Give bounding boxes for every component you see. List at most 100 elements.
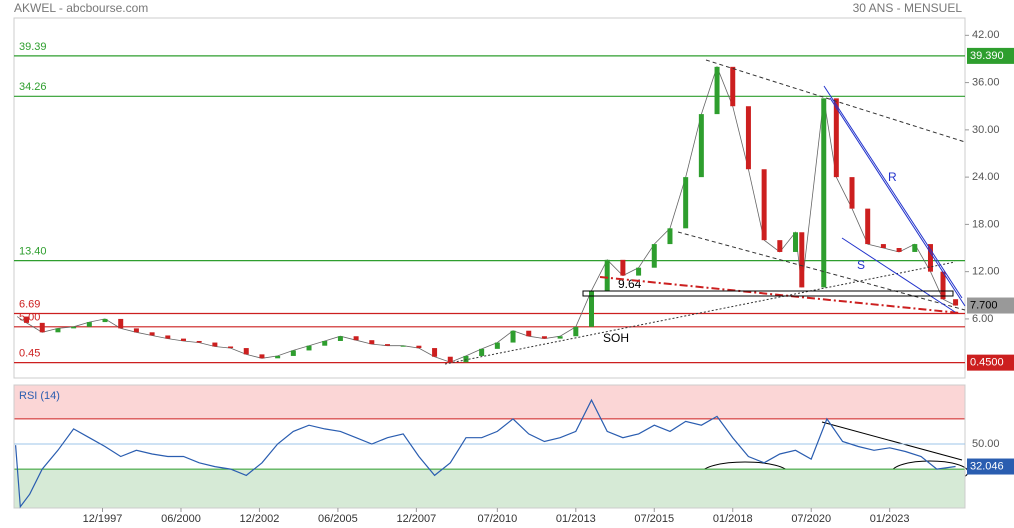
candle [541, 336, 547, 339]
candle [479, 348, 485, 356]
candle [667, 228, 673, 245]
candle [833, 98, 839, 178]
y-tick-label: 36.00 [972, 77, 1000, 89]
candle [604, 259, 610, 291]
x-tick-label: 01/2023 [870, 513, 910, 525]
candle [39, 322, 45, 333]
y-tick-label: 30.00 [972, 124, 1000, 136]
candle [369, 340, 375, 345]
candle [118, 318, 124, 329]
level-label: 34.26 [19, 81, 47, 93]
candle [821, 98, 827, 288]
candle [180, 338, 186, 341]
candle [636, 267, 642, 276]
trendline [444, 261, 956, 365]
candle [55, 328, 61, 333]
candle [86, 322, 92, 327]
candle [745, 106, 751, 170]
y-tick-label: 50.00 [972, 438, 1000, 450]
x-tick-label: 07/2020 [791, 513, 831, 525]
candle [953, 299, 959, 306]
candle [259, 354, 265, 359]
candle [698, 114, 704, 178]
candle [432, 348, 438, 357]
price-tag [967, 354, 1014, 371]
level-label: 0.45 [19, 348, 40, 360]
x-tick-label: 12/2007 [396, 513, 436, 525]
x-tick-label: 12/2002 [240, 513, 280, 525]
candle [761, 169, 767, 241]
level-label: 13.40 [19, 246, 47, 258]
header-title: AKWEL - abcbourse.com [14, 1, 148, 15]
candle [353, 336, 359, 341]
candle [573, 326, 579, 337]
price-tag-label: 7.700 [970, 299, 998, 311]
x-tick-label: 12/1997 [83, 513, 123, 525]
candle [149, 332, 155, 336]
price-tag [967, 458, 1014, 475]
header-period: 30 ANS - MENSUEL [853, 1, 963, 15]
candle [228, 346, 234, 349]
candle [133, 328, 139, 333]
box [582, 290, 954, 297]
x-tick-label: 06/2000 [161, 513, 201, 525]
candle [526, 330, 532, 337]
level-label: 6.69 [19, 298, 40, 310]
candle [306, 345, 312, 351]
annotation: SOH [603, 331, 629, 345]
oversold-zone [14, 469, 965, 508]
y-tick-label: 42.00 [972, 29, 1000, 41]
candle [912, 244, 918, 252]
candle [494, 342, 500, 349]
overbought-zone [14, 385, 965, 419]
candle [849, 177, 855, 209]
price-tag-label: 39.390 [970, 50, 1004, 62]
trendline [705, 59, 966, 143]
trendline [829, 97, 966, 307]
candle [463, 355, 469, 363]
candle [793, 232, 799, 252]
trendline [599, 276, 961, 314]
candle [589, 290, 595, 327]
price-tag [967, 297, 1014, 314]
candle [510, 330, 516, 343]
annotation: S [857, 258, 865, 272]
y-tick-label: 6.00 [972, 313, 993, 325]
candle [557, 336, 563, 339]
x-tick-label: 06/2005 [318, 513, 358, 525]
price-tag-label: 32.046 [970, 460, 1004, 472]
rsi-line [15, 398, 956, 509]
trendline [841, 237, 956, 313]
candle [880, 244, 886, 249]
candle [384, 344, 390, 346]
candle [651, 244, 657, 268]
trendline [821, 421, 963, 461]
annotation: R [888, 170, 897, 184]
candle [400, 345, 406, 347]
candle [24, 316, 30, 323]
candle [337, 336, 343, 341]
candle [196, 340, 202, 343]
candle [714, 66, 720, 115]
candle [322, 340, 328, 346]
candle [620, 259, 626, 276]
level-label: 5.00 [19, 312, 40, 324]
rsi-panel: 50.00 RSI (14) 32.046 [13, 384, 1014, 509]
x-tick-label: 07/2010 [477, 513, 517, 525]
candle [416, 345, 422, 349]
candle [165, 335, 171, 339]
level-label: 39.39 [19, 41, 47, 53]
x-tick-label: 01/2018 [713, 513, 753, 525]
candle [447, 356, 453, 363]
rsi-frame [13, 384, 966, 509]
candle [730, 66, 736, 107]
candle [71, 326, 77, 329]
rsi-title: RSI (14) [19, 390, 60, 402]
candle [927, 244, 933, 272]
candle [683, 177, 689, 229]
candle [212, 342, 218, 347]
trendline [823, 85, 963, 299]
y-tick-label: 12.00 [972, 266, 1000, 278]
